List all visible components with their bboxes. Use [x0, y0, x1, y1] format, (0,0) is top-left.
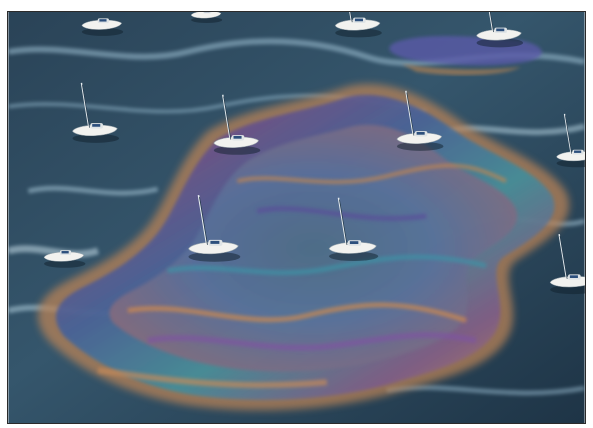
- sailboat: [334, 12, 382, 38]
- sailboat: [556, 113, 585, 168]
- aerial-harbor-photo: [7, 11, 586, 424]
- sailboat: [43, 250, 86, 268]
- sailboat: [81, 18, 124, 36]
- harbor-scene: [8, 12, 585, 423]
- sailboat: [549, 234, 585, 295]
- sailboat: [188, 194, 241, 262]
- oil-sheen: [37, 35, 570, 411]
- sailboat: [190, 12, 223, 23]
- sailboat: [328, 197, 379, 262]
- sailboats: [43, 12, 585, 295]
- sailboat: [72, 82, 120, 143]
- sailboat: [213, 94, 261, 155]
- sailboat: [396, 90, 444, 151]
- sailboat: [476, 12, 524, 48]
